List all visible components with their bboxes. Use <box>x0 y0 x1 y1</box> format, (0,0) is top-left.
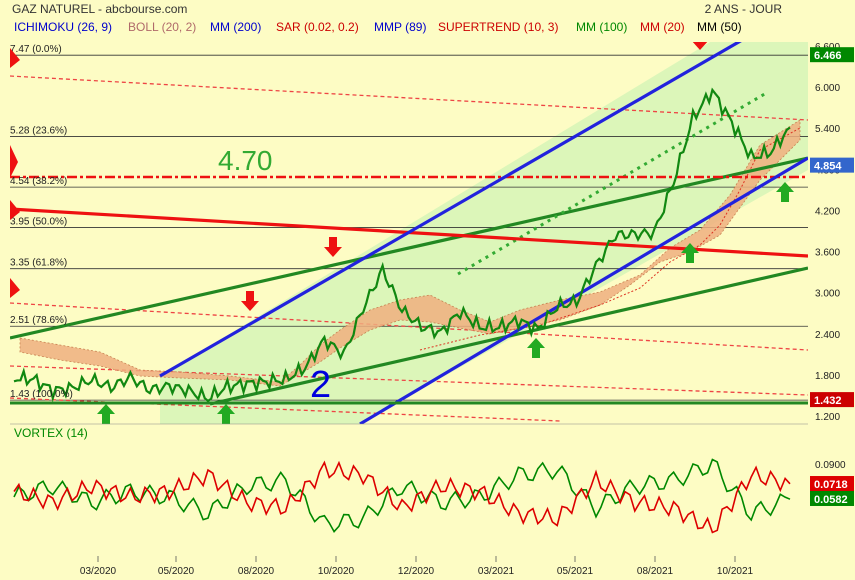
price-value-tag-text: 1.432 <box>814 395 842 407</box>
price-tick-label: 3.000 <box>815 289 840 300</box>
price-tick-label: 1.200 <box>815 412 840 423</box>
price-y-ticks: 6.6006.0005.4004.8004.2003.6003.0002.400… <box>815 42 840 423</box>
green-trendline <box>10 156 808 340</box>
dashed-red-line <box>10 75 808 121</box>
x-tick-label: 05/2020 <box>158 566 195 577</box>
x-tick-label: 03/2020 <box>80 566 117 577</box>
blue-channel-upper <box>159 42 742 378</box>
fibonacci-level-label: 1.43 (100.0%) <box>10 389 73 400</box>
vortex-minus-line <box>13 460 791 534</box>
buy-signal-arrow <box>776 182 794 202</box>
price-value-tag <box>810 157 854 173</box>
sell-signal-arrow <box>241 291 259 311</box>
vortex-value-tag-text: 0.0718 <box>814 479 848 491</box>
x-tick-label: 08/2020 <box>238 566 275 577</box>
fibonacci-level-label: 7.47 (0.0%) <box>10 44 62 55</box>
ichimoku-lower-edge <box>419 127 801 351</box>
x-tick-label: 03/2021 <box>478 566 515 577</box>
vortex-value-tags: 0.0718 0.0582 <box>810 476 854 506</box>
vortex-title: VORTEX (14) <box>14 426 88 440</box>
fibonacci-level-label: 5.28 (23.6%) <box>10 125 67 136</box>
fibonacci-level-label: 2.51 (78.6%) <box>10 315 67 326</box>
vortex-plus-line <box>13 458 791 533</box>
annotation-wave: 2 <box>310 364 331 406</box>
price-tick-label: 1.800 <box>815 371 840 382</box>
price-tick-label: 2.400 <box>815 330 840 341</box>
chart-period: 2 ANS - JOUR <box>705 2 783 16</box>
legend-entry: BOLL (20, 2) <box>128 20 196 34</box>
price-tick-label: 6.000 <box>815 83 840 94</box>
dashed-red-line <box>10 302 808 351</box>
legend-entry: MM (20) <box>640 20 685 34</box>
vortex-value-tag-text: 0.0582 <box>814 494 848 506</box>
price-series-line <box>13 87 791 403</box>
sell-signal-arrow <box>692 42 708 50</box>
buy-signal-arrow <box>527 338 545 358</box>
legend-entry: SUPERTREND (10, 3) <box>438 20 558 34</box>
price-value-tag-text: 4.854 <box>814 161 842 173</box>
fibonacci-level-label: 3.95 (50.0%) <box>10 217 67 228</box>
vortex-tick-label: 0.0900 <box>815 460 846 471</box>
price-value-tag-text: 6.466 <box>814 50 842 62</box>
price-value-tag <box>810 47 854 63</box>
price-tick-label: 5.400 <box>815 124 840 135</box>
trend-channel-fill <box>160 42 808 424</box>
price-tick-label: 3.600 <box>815 248 840 259</box>
fibonacci-labels: 7.47 (0.0%) 5.28 (23.6%) 4.54 (38.2%) 3.95 … <box>10 44 73 400</box>
sell-signal-arrow <box>324 237 342 257</box>
signal-arrows <box>97 42 794 424</box>
fibonacci-level-label: 3.35 (61.8%) <box>10 258 67 269</box>
legend-entry: ICHIMOKU (26, 9) <box>14 20 112 34</box>
vortex-value-tag <box>810 490 854 506</box>
blue-channel-lower <box>359 156 808 424</box>
legend-entry: MM (50) <box>697 20 742 34</box>
x-tick-label: 10/2021 <box>717 566 754 577</box>
price-tick-label: 4.200 <box>815 206 840 217</box>
x-tick-label: 12/2020 <box>398 566 435 577</box>
buy-signal-arrow <box>217 404 235 424</box>
x-axis: 03/2020 05/2020 08/2020 10/2020 12/2020 03/20… <box>80 556 754 577</box>
x-tick-label: 05/2021 <box>557 566 594 577</box>
price-panel: 7.47 (0.0%) 5.28 (23.6%) 4.54 (38.2%) 3.95 … <box>10 42 854 424</box>
price-value-tags: 6.466 4.854 1.432 <box>810 47 854 408</box>
chart-title: GAZ NATUREL - abcbourse.com <box>12 2 187 16</box>
price-value-tag <box>810 392 854 408</box>
x-tick-label: 08/2021 <box>637 566 674 577</box>
legend-entry: MM (200) <box>210 20 261 34</box>
x-tick-label: 10/2020 <box>318 566 355 577</box>
fibonacci-level-label: 4.54 (38.2%) <box>10 176 67 187</box>
annotation-level: 4.70 <box>218 145 273 176</box>
left-red-markers <box>10 48 20 298</box>
buy-signal-arrow <box>681 243 699 263</box>
legend-entry: MMP (89) <box>374 20 426 34</box>
legend-entry: SAR (0.02, 0.2) <box>276 20 359 34</box>
buy-signal-arrow <box>97 404 115 424</box>
vortex-value-tag <box>810 476 854 492</box>
legend-entry: MM (100) <box>576 20 627 34</box>
indicator-legend: ICHIMOKU (26, 9) BOLL (20, 2) MM (200) SAR … <box>14 20 742 34</box>
